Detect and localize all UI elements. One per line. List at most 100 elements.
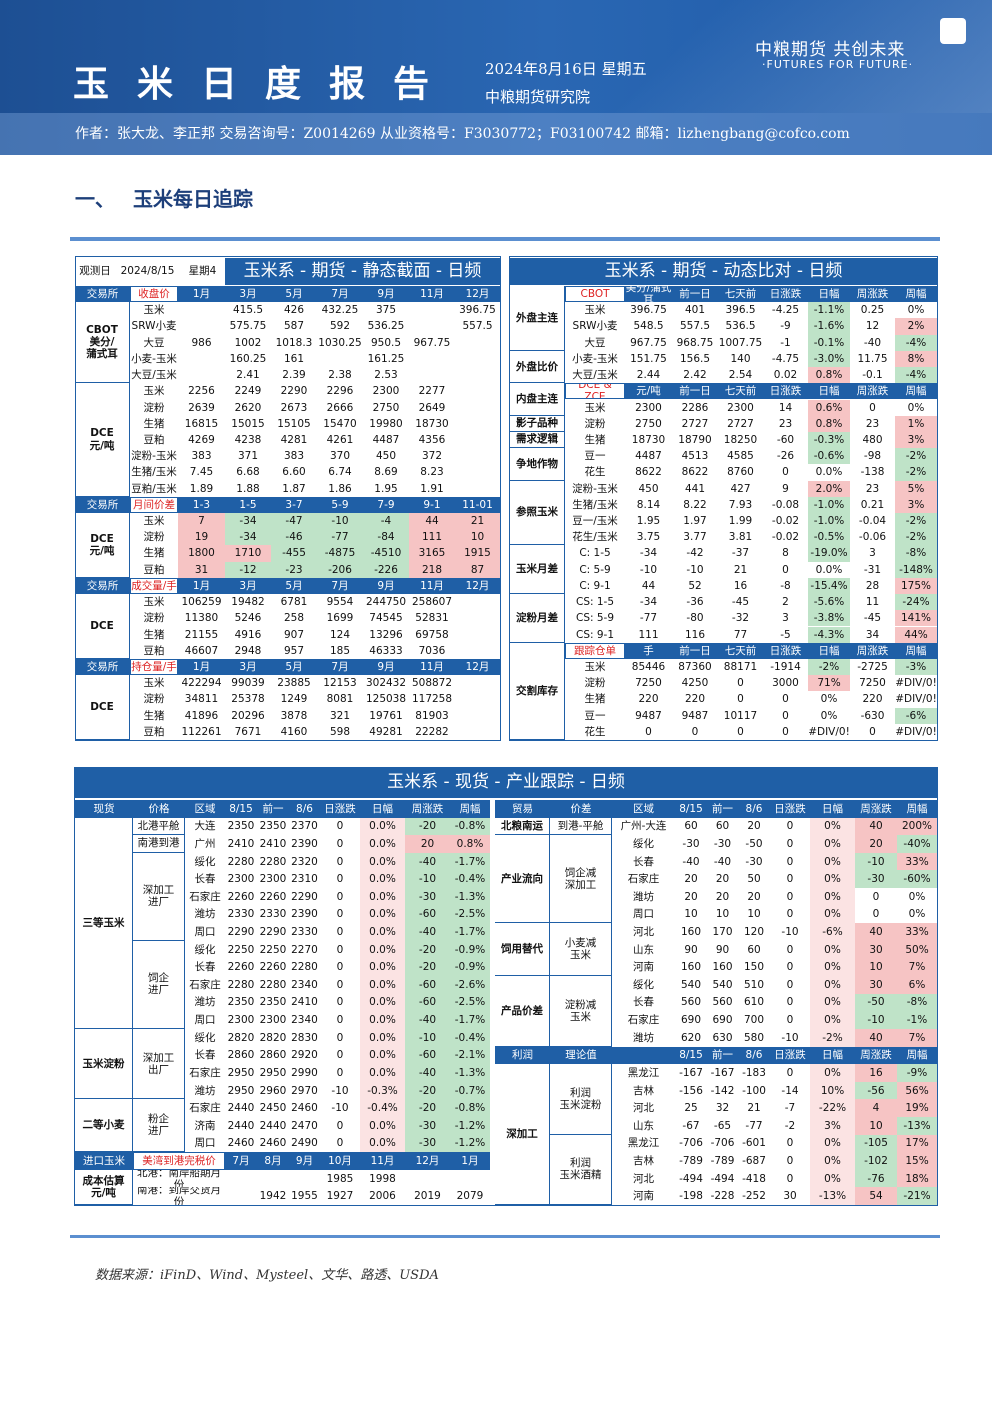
cell: -138 (860, 466, 885, 479)
cell (257, 1170, 289, 1188)
row-label: 玉米 (584, 401, 606, 414)
cell: -3% (895, 658, 937, 676)
cell: -706 (679, 1137, 703, 1150)
cell: 0 (336, 1119, 344, 1132)
cell: -19.0% (808, 545, 850, 562)
cell: 10 (747, 908, 761, 921)
cell: 2256 (188, 385, 215, 398)
cell: -2.6% (450, 976, 490, 994)
cell: 560 (680, 996, 702, 1009)
column-header: 美湾到港完税价 (133, 1152, 225, 1170)
cell (455, 708, 500, 724)
cell: 536.5 (725, 320, 756, 333)
cell: 1.86 (328, 482, 352, 495)
cell: 0.0% (360, 1046, 405, 1065)
cell: -60% (897, 870, 937, 889)
cell: 2300 (227, 873, 255, 886)
cell: -148% (895, 561, 937, 578)
row-label: SRW小麦 (131, 320, 177, 333)
cell: -0.1% (808, 334, 850, 351)
cell: 2300 (227, 1014, 255, 1027)
cell: -2% (895, 464, 937, 481)
column-header: 进口玉米 (75, 1152, 133, 1170)
cell: 10 (455, 529, 500, 546)
cell: 0 (336, 820, 344, 833)
cell: 0% (810, 1169, 855, 1188)
cell: 124 (329, 628, 351, 641)
column-header: 9月 (363, 286, 409, 303)
column-header: 7月 (317, 577, 363, 595)
cell: 87360 (678, 660, 712, 673)
cell (317, 351, 363, 367)
cell: -105 (855, 1134, 897, 1153)
cell (455, 610, 500, 626)
cell: 3.77 (683, 531, 707, 544)
group-label: 玉米月差 (510, 545, 565, 595)
cell (450, 1170, 490, 1188)
cell: 5% (895, 480, 937, 497)
cell: -34 (639, 596, 658, 609)
cell: 87 (455, 561, 500, 578)
column-header: 5-9 (317, 496, 363, 513)
row-label: 花生/玉米 (572, 531, 618, 544)
row-label: 花生 (584, 466, 606, 479)
cell: -30 (405, 1134, 450, 1153)
cell: 0 (782, 709, 789, 722)
cell: 6.68 (236, 466, 260, 479)
cell: 907 (283, 628, 305, 641)
cell: 56% (897, 1081, 937, 1100)
cell: 7 (178, 513, 225, 530)
cell: 2330 (291, 926, 318, 939)
cell: 0% (810, 852, 855, 871)
cell (178, 302, 225, 318)
cell: -40 (405, 852, 450, 871)
cell: -252 (742, 1190, 766, 1203)
cell: -37 (731, 547, 750, 560)
row-label: 山东 (633, 943, 654, 956)
cell: 2019 (414, 1190, 441, 1203)
cell: 0.0% (360, 1116, 405, 1135)
cell: 0.0% (360, 993, 405, 1012)
cell: -65 (713, 1119, 732, 1132)
cell: -30 (713, 837, 732, 850)
column-header: 日幅 (810, 800, 855, 818)
cell: 2320 (291, 855, 318, 868)
cell: -789 (679, 1154, 703, 1167)
cell: -0.3% (808, 431, 850, 449)
cell: 2260 (259, 890, 287, 903)
column-header: 9月 (363, 658, 409, 676)
cell (289, 1170, 320, 1188)
column-header: 1月 (178, 658, 225, 676)
cell: 0% (810, 993, 855, 1012)
cell: 2280 (259, 855, 287, 868)
row-label: 长春 (194, 961, 216, 974)
cell: -77 (745, 1119, 763, 1132)
column-header: 12月 (455, 577, 500, 595)
row-label: 石家庄 (189, 1066, 221, 1079)
cell: -0.3% (360, 1081, 405, 1100)
cell: 41896 (184, 709, 219, 722)
cell: 2.54 (728, 369, 753, 382)
cell: -0.7% (450, 1081, 490, 1100)
cell: -1.6% (808, 318, 850, 335)
cell: 69758 (415, 628, 449, 641)
cell: -4% (895, 367, 937, 384)
cell: -77 (317, 529, 363, 546)
column-header: 1月 (450, 1152, 490, 1170)
group-label: 争地作物 (510, 448, 565, 481)
cell: #DIV/0! (895, 693, 937, 706)
cell: -13% (897, 1116, 937, 1135)
column-header: 区域 (612, 800, 675, 818)
cell: 560 (712, 996, 733, 1009)
column-header: 8/6 (738, 800, 770, 818)
report-title: 玉米日度报告 (73, 63, 458, 105)
column-header: 前一日 (672, 642, 718, 659)
row-label: 北港：南岸船期月份 (137, 1169, 221, 1188)
cell: -2 (784, 1119, 796, 1132)
cell: 950.5 (370, 336, 402, 349)
cell: 8.14 (636, 498, 661, 511)
cell: 0 (782, 466, 789, 479)
cell: -226 (363, 561, 409, 578)
cell: 18790 (678, 433, 712, 446)
cell: 0 (786, 1066, 794, 1079)
